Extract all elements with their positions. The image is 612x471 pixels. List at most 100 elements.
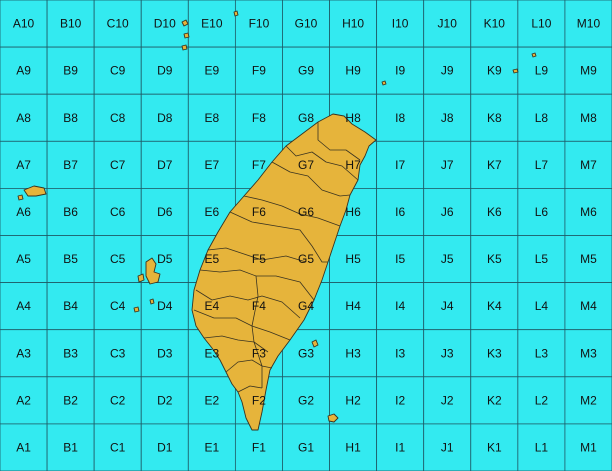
- grid-cell-H10: [329, 0, 378, 48]
- grid-cell-H3: [329, 329, 378, 378]
- grid-label-B4: B4: [63, 299, 78, 313]
- grid-label-M3: M3: [580, 346, 597, 360]
- grid-label-K2: K2: [487, 393, 502, 407]
- grid-label-J5: J5: [441, 252, 454, 266]
- grid-label-G5: G5: [298, 252, 314, 266]
- grid-label-I3: I3: [395, 346, 405, 360]
- grid-label-F4: F4: [252, 299, 266, 313]
- grid-label-B3: B3: [63, 346, 78, 360]
- grid-label-H5: H5: [345, 252, 361, 266]
- grid-label-F8: F8: [252, 111, 266, 125]
- grid-cell-B4: [46, 282, 95, 331]
- grid-cell-I10: [376, 0, 425, 48]
- kinmen: [23, 185, 47, 197]
- grid-label-L3: L3: [535, 346, 549, 360]
- grid-label-D4: D4: [157, 299, 173, 313]
- penghu-islet: [137, 273, 145, 283]
- grid-cell-B5: [46, 235, 95, 283]
- grid-label-K4: K4: [487, 299, 502, 313]
- grid-label-B5: B5: [63, 252, 78, 266]
- grid-label-E3: E3: [205, 346, 220, 360]
- grid-label-A5: A5: [16, 252, 31, 266]
- grid-label-B9: B9: [63, 64, 78, 78]
- grid-cell-F9: [234, 46, 283, 95]
- grid-cell-I1: [376, 423, 425, 471]
- grid-label-E4: E4: [205, 299, 220, 313]
- grid-label-A9: A9: [16, 64, 31, 78]
- grid-label-A4: A4: [16, 299, 31, 313]
- islet: [512, 68, 519, 74]
- grid-label-C10: C10: [107, 17, 129, 31]
- grid-label-D7: D7: [157, 158, 173, 172]
- grid-label-I5: I5: [395, 252, 405, 266]
- grid-label-A8: A8: [16, 111, 31, 125]
- green-island: [311, 339, 319, 348]
- grid-label-K10: K10: [484, 17, 506, 31]
- grid-label-E10: E10: [201, 17, 223, 31]
- grid-label-K5: K5: [487, 252, 502, 266]
- grid-cell-M2: [564, 376, 612, 425]
- grid-cell-J10: [423, 0, 472, 48]
- grid-label-B6: B6: [63, 205, 78, 219]
- grid-label-E5: E5: [205, 252, 220, 266]
- grid-label-F10: F10: [249, 17, 270, 31]
- grid-cell-K2: [470, 376, 519, 425]
- grid-cell-B7: [46, 140, 95, 189]
- grid-cell-L1: [517, 423, 566, 471]
- land-features: [17, 10, 537, 431]
- grid-cell-M8: [564, 93, 612, 142]
- grid-cell-C6: [93, 187, 142, 236]
- grid-cell-B9: [46, 46, 95, 95]
- grid-cell-H9: [329, 46, 378, 95]
- grid-label-C1: C1: [110, 440, 126, 454]
- grid-label-K6: K6: [487, 205, 502, 219]
- grid-cell-J7: [423, 140, 472, 189]
- grid-cell-K3: [470, 329, 519, 378]
- grid-cell-D1: [140, 423, 189, 471]
- grid-label-D1: D1: [157, 440, 173, 454]
- grid-cell-I9: [376, 46, 425, 95]
- grid-label-M8: M8: [580, 111, 597, 125]
- grid-cell-G1: [282, 423, 330, 471]
- grid-cell-M5: [564, 235, 612, 283]
- grid-cell-K7: [470, 140, 519, 189]
- grid-label-A3: A3: [16, 346, 31, 360]
- grid-label-C2: C2: [110, 393, 126, 407]
- grid-cell-M6: [564, 187, 612, 236]
- grid-cell-M10: [564, 0, 612, 48]
- islet: [531, 52, 537, 58]
- grid-label-G3: G3: [298, 346, 314, 360]
- grid-label-G7: G7: [298, 158, 314, 172]
- grid-label-D10: D10: [154, 17, 176, 31]
- matsu-islet: [181, 44, 188, 51]
- grid-cell-D7: [140, 140, 189, 189]
- grid-label-C5: C5: [110, 252, 126, 266]
- grid-cell-B10: [46, 0, 95, 48]
- grid-cell-B1: [46, 423, 95, 471]
- grid-cell-I5: [376, 235, 425, 283]
- grid-label-B7: B7: [63, 158, 78, 172]
- grid-label-L2: L2: [535, 393, 549, 407]
- grid-label-B10: B10: [60, 17, 82, 31]
- grid-cell-J9: [423, 46, 472, 95]
- grid-label-J7: J7: [441, 158, 454, 172]
- grid-label-C7: C7: [110, 158, 126, 172]
- grid-cell-E2: [187, 376, 236, 425]
- grid-cell-J4: [423, 282, 472, 331]
- grid-label-K3: K3: [487, 346, 502, 360]
- grid-label-M1: M1: [580, 440, 597, 454]
- grid-label-D9: D9: [157, 64, 173, 78]
- grid-cell-K10: [470, 0, 519, 48]
- grid-label-F2: F2: [252, 393, 266, 407]
- grid-cell-E10: [187, 0, 236, 48]
- matsu: [181, 19, 189, 27]
- grid-label-B8: B8: [63, 111, 78, 125]
- islet: [381, 80, 387, 86]
- grid-cell-D9: [140, 46, 189, 95]
- grid-label-I6: I6: [395, 205, 405, 219]
- grid-label-I9: I9: [395, 64, 405, 78]
- matsu-islet: [183, 32, 190, 39]
- grid-label-K7: K7: [487, 158, 502, 172]
- grid-label-I10: I10: [392, 17, 409, 31]
